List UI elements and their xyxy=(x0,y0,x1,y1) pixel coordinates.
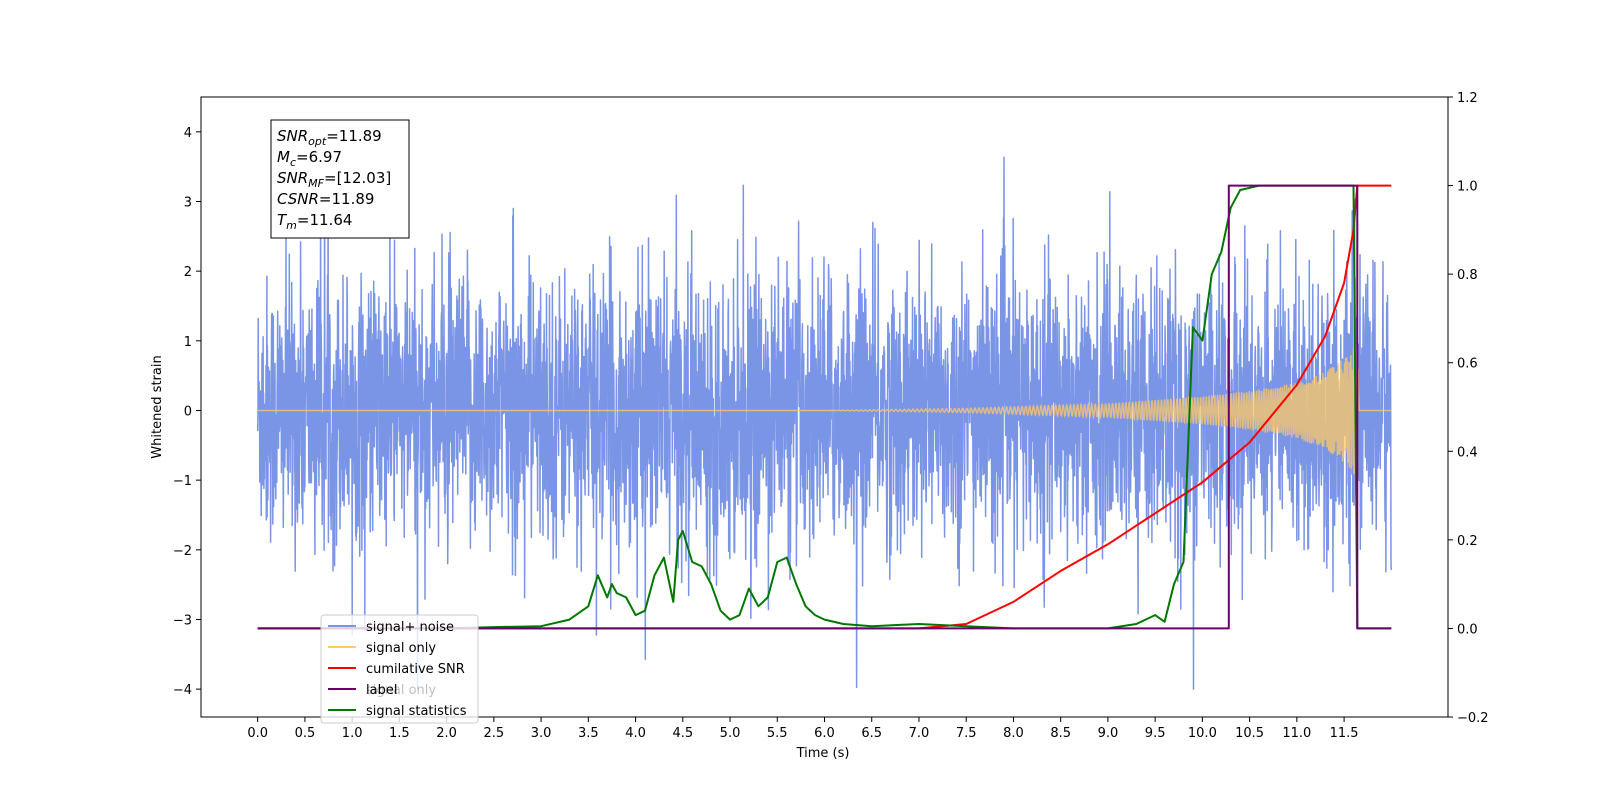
series-signal-statistics xyxy=(257,184,1392,630)
x-tick-label: 9.0 xyxy=(1098,726,1119,741)
y-right-tick-label: 0.4 xyxy=(1457,445,1478,460)
series-cumulative-snr xyxy=(257,184,1392,630)
x-tick-label: 6.0 xyxy=(814,726,835,741)
x-tick-label: 0.0 xyxy=(247,726,268,741)
x-tick-label: 3.0 xyxy=(531,726,552,741)
x-tick-label: 1.0 xyxy=(342,726,363,741)
x-tick-label: 8.5 xyxy=(1050,726,1071,741)
x-tick-label: 7.0 xyxy=(909,726,930,741)
x-tick-label: 4.5 xyxy=(672,726,693,741)
x-tick-label: 1.5 xyxy=(389,726,410,741)
annotation-line: SNRMF=[12.03] xyxy=(277,169,391,190)
annotation-line: SNRopt=11.89 xyxy=(277,127,382,148)
y-right-tick-label: 0.0 xyxy=(1457,622,1478,637)
x-tick-label: 8.0 xyxy=(1003,726,1024,741)
stats-annotation-box: SNRopt=11.89Mc=6.97SNRMF=[12.03]CSNR=11.… xyxy=(270,119,410,239)
y-left-tick-label: 1 xyxy=(184,335,192,350)
x-tick-label: 11.5 xyxy=(1330,726,1359,741)
series-layer xyxy=(256,156,1393,690)
x-tick-label: 10.5 xyxy=(1235,726,1264,741)
annotation-line: Mc=6.97 xyxy=(277,148,342,169)
y-left-tick-label: 4 xyxy=(184,126,192,141)
axes-layer: 0.0 0.5 1.0 1.5 2.0 2.5 3.0 3.5 4.0 4.5 5.0 5.5 6.0 6… xyxy=(173,91,1489,741)
legend-label: signal only xyxy=(366,641,436,656)
x-tick-label: 9.5 xyxy=(1145,726,1166,741)
legend-label: cumilative SNR xyxy=(366,662,465,677)
series-signal-plus-noise xyxy=(256,156,1393,690)
y-left-tick-label: −3 xyxy=(173,613,192,628)
y-left-tick-label: −4 xyxy=(173,683,192,698)
x-axis-label: Time (s) xyxy=(796,746,850,761)
annotation-line: CSNR=11.89 xyxy=(277,190,374,208)
y-left-tick-label: −2 xyxy=(173,544,192,559)
legend-label: label xyxy=(366,683,397,698)
legend-label: signal statistics xyxy=(366,704,467,719)
x-tick-label: 3.5 xyxy=(578,726,599,741)
y-left-tick-label: −1 xyxy=(173,474,192,489)
y-right-tick-label: −0.2 xyxy=(1457,711,1489,726)
y-right-tick-label: 0.8 xyxy=(1457,268,1478,283)
legend-frame xyxy=(320,614,479,724)
y-left-tick-label: 0 xyxy=(184,404,192,419)
y-left-tick-label: 3 xyxy=(184,195,192,210)
x-tick-label: 0.5 xyxy=(295,726,316,741)
x-tick-label: 6.5 xyxy=(861,726,882,741)
series-label xyxy=(257,184,1392,630)
y-left-tick-label: 2 xyxy=(184,265,192,280)
annotation-frame xyxy=(270,119,410,239)
legend: signal+ noise signal only cumilative SNR la… xyxy=(320,614,479,724)
x-tick-label: 2.5 xyxy=(484,726,505,741)
y-right-tick-label: 1.0 xyxy=(1457,180,1478,195)
legend-label: signal+ noise xyxy=(366,620,454,635)
x-tick-label: 11.0 xyxy=(1282,726,1311,741)
x-tick-label: 2.0 xyxy=(436,726,457,741)
annotation-line: Tm=11.64 xyxy=(277,211,352,232)
y-right-tick-label: 1.2 xyxy=(1457,91,1478,106)
x-tick-label: 4.0 xyxy=(625,726,646,741)
y-right-tick-label: 0.2 xyxy=(1457,534,1478,549)
x-tick-label: 5.5 xyxy=(767,726,788,741)
x-tick-label: 5.0 xyxy=(720,726,741,741)
y-right-tick-label: 0.6 xyxy=(1457,357,1478,372)
series-signal-only xyxy=(257,344,1392,480)
x-tick-label: 7.5 xyxy=(956,726,977,741)
x-tick-label: 10.0 xyxy=(1188,726,1217,741)
y-axis-label: Whitened strain xyxy=(150,355,165,458)
legend-overlap-text: signal only xyxy=(366,683,436,698)
